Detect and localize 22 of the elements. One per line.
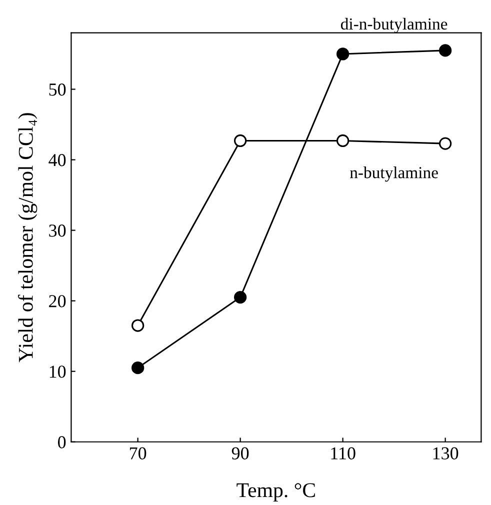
x-tick-label: 130 [433,447,458,460]
y-tick-label: 20 [49,295,66,308]
y-tick-label: 50 [49,84,66,96]
point [336,134,350,148]
point [234,290,247,304]
point [336,48,350,60]
y-axis-title: Yield of telomer (g/mol CCl₄) [18,113,38,362]
point [131,319,144,332]
y-tick-label: 30 [49,224,66,237]
point [234,134,247,148]
point [438,44,452,57]
point [438,137,452,150]
x-axis-title: Temp. °C [236,483,315,502]
x-tick-label: 90 [232,447,249,460]
y-tick-label: 40 [48,154,66,166]
y-tick-label: 0 [58,436,66,448]
y-tick-label: 10 [50,366,66,378]
point [131,362,144,374]
series-label: di-n-butylamine [340,18,448,34]
x-tick-label: 70 [130,447,146,460]
x-tick-label: 110 [331,447,356,460]
series-label: n-butylamine [350,166,438,182]
